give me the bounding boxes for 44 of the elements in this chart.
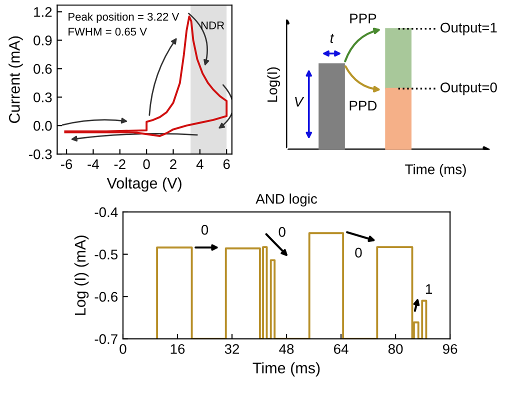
annotation: 0 xyxy=(278,227,286,237)
annotation: FWHM = 0.65 V xyxy=(68,28,147,36)
x-tick-label: -4 xyxy=(88,159,99,169)
x-tick-label: 48 xyxy=(279,344,294,354)
x-tick-label: 4 xyxy=(196,159,204,169)
x-tick-label: 16 xyxy=(170,344,185,354)
x-tick-label: -6 xyxy=(60,159,72,170)
annotation: Peak position = 3.22 V xyxy=(68,12,180,23)
y-tick-label: -0.4 xyxy=(94,207,118,218)
y-tick-label: 1.2 xyxy=(34,7,52,17)
text: V xyxy=(295,96,304,107)
x-tick-label: 0 xyxy=(120,344,126,354)
text: PPP xyxy=(350,14,376,24)
x-tick-label: 6 xyxy=(223,159,230,170)
annotation: 1 xyxy=(426,284,432,294)
x-tick-label: 96 xyxy=(442,344,458,354)
annotation: 0 xyxy=(201,224,208,235)
text: Output=0 xyxy=(440,82,497,96)
y-tick-label: 0.0 xyxy=(34,120,52,131)
annotation: 0 xyxy=(355,248,362,258)
y-tick-label: 0.3 xyxy=(34,92,52,102)
text: Output=1 xyxy=(440,22,497,36)
chart-title: AND logic xyxy=(256,194,318,207)
x-tick-label: 2 xyxy=(170,159,176,169)
y-axis-title: Log (I) (mA) xyxy=(74,236,89,315)
y-tick-label: -0.7 xyxy=(94,334,118,344)
x-axis-title: Voltage (V) xyxy=(106,177,182,192)
x-tick-label: 0 xyxy=(143,159,150,170)
y-axis-title: Current (mA) xyxy=(8,36,23,123)
text: t xyxy=(330,34,334,43)
x-tick-label: 32 xyxy=(224,344,240,354)
y-tick-label: 0.9 xyxy=(34,36,52,46)
x-tick-label: 64 xyxy=(334,344,348,354)
x-axis-title: Time (ms) xyxy=(252,362,320,376)
band-label: NDR xyxy=(201,22,224,30)
text: Log(I) xyxy=(267,67,280,102)
y-tick-label: -0.5 xyxy=(94,250,118,260)
text: PPD xyxy=(350,100,377,110)
y-tick-label: -0.3 xyxy=(29,149,52,160)
y-tick-label: 0.6 xyxy=(34,64,52,74)
y-tick-label: -0.6 xyxy=(94,292,118,302)
text: Time (ms) xyxy=(405,164,466,177)
x-tick-label: -2 xyxy=(114,159,126,169)
x-tick-label: 80 xyxy=(388,344,403,354)
